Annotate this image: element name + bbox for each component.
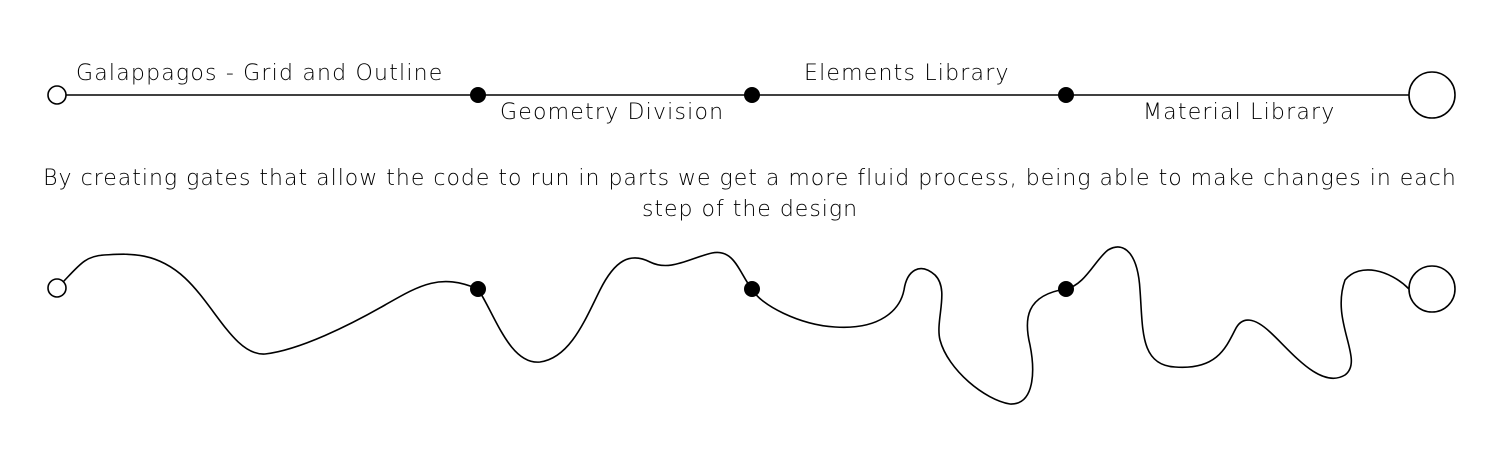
gate-node-1: [470, 87, 486, 103]
gate-node-3: [1058, 87, 1074, 103]
wavy-line: [63, 246, 1410, 405]
stage-label-grid-outline: Galappagos - Grid and Outline: [76, 61, 444, 86]
gate-node-2: [744, 281, 760, 297]
gate-node-2: [744, 87, 760, 103]
stage-label-material-library: Material Library: [1143, 100, 1336, 125]
end-node: [1408, 265, 1456, 313]
start-node: [47, 85, 67, 105]
stage-label-elements-library: Elements Library: [804, 61, 1010, 86]
gate-node-3: [1058, 281, 1074, 297]
gate-node-1: [470, 281, 486, 297]
end-node: [1408, 71, 1456, 119]
stage-label-geometry-division: Geometry Division: [500, 100, 725, 125]
start-node: [47, 278, 67, 298]
description-text: By creating gates that allow the code to…: [43, 166, 1457, 222]
